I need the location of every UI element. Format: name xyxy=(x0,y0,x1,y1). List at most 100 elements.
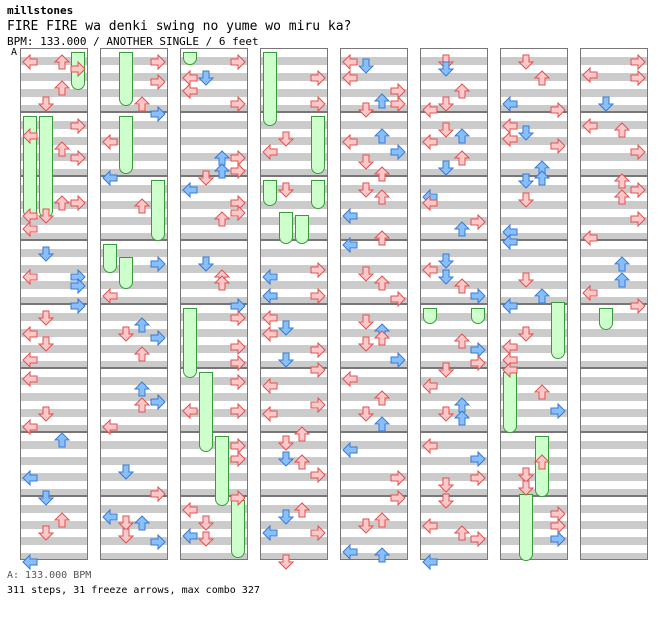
up-arrow-icon xyxy=(373,189,391,205)
left-arrow-icon xyxy=(422,194,438,212)
down-arrow-icon xyxy=(197,531,215,547)
left-arrow-icon xyxy=(582,230,598,247)
up-arrow-icon xyxy=(133,198,151,214)
down-arrow-icon xyxy=(357,336,375,352)
measure xyxy=(100,496,168,560)
freeze-arrow xyxy=(551,301,565,360)
right-arrow-icon xyxy=(310,524,326,542)
left-arrow-icon xyxy=(342,441,358,458)
left-arrow-icon xyxy=(422,134,438,151)
right-arrow-icon xyxy=(470,214,486,231)
measure xyxy=(180,112,248,176)
right-arrow-icon xyxy=(230,54,246,71)
left-arrow-icon xyxy=(262,524,278,542)
up-arrow-icon xyxy=(373,93,391,109)
right-arrow-icon xyxy=(310,287,326,305)
down-arrow-icon xyxy=(357,518,375,535)
bpm-note: A: 133.000 BPM xyxy=(7,570,92,581)
left-arrow-icon xyxy=(342,543,358,561)
chart-column xyxy=(100,48,168,560)
left-arrow-icon xyxy=(342,207,358,225)
song-title: FIRE FIRE wa denki swing no yume wo miru… xyxy=(7,19,352,34)
right-arrow-icon xyxy=(470,450,486,468)
measure xyxy=(100,432,168,496)
right-arrow-icon xyxy=(390,95,406,113)
down-arrow-icon xyxy=(277,435,295,451)
down-arrow-icon xyxy=(517,192,535,208)
measure xyxy=(260,496,328,560)
down-arrow-icon xyxy=(437,96,455,112)
left-arrow-icon xyxy=(422,262,438,279)
down-arrow-icon xyxy=(517,125,535,141)
down-arrow-icon xyxy=(37,246,55,263)
left-arrow-icon xyxy=(262,326,278,343)
up-arrow-icon xyxy=(613,173,631,189)
down-arrow-icon xyxy=(197,256,215,272)
down-arrow-icon xyxy=(437,493,455,509)
down-arrow-icon xyxy=(197,515,215,531)
chart-column xyxy=(340,48,408,563)
right-arrow-icon xyxy=(470,354,486,372)
down-arrow-icon xyxy=(37,310,55,327)
left-arrow-icon xyxy=(102,169,118,186)
right-arrow-icon xyxy=(630,182,646,199)
freeze-arrow xyxy=(119,116,133,174)
right-arrow-icon xyxy=(230,95,246,113)
left-arrow-icon xyxy=(422,377,438,394)
down-arrow-icon xyxy=(437,477,455,493)
right-arrow-icon xyxy=(310,396,326,414)
left-arrow-icon xyxy=(262,268,278,286)
right-arrow-icon xyxy=(150,534,166,551)
freeze-arrow xyxy=(311,116,325,174)
up-arrow-icon xyxy=(373,416,391,432)
down-arrow-icon xyxy=(597,96,615,112)
right-arrow-icon xyxy=(310,361,326,378)
left-arrow-icon xyxy=(182,402,198,420)
measure xyxy=(420,176,488,240)
right-arrow-icon xyxy=(630,70,646,87)
right-arrow-icon xyxy=(150,105,166,122)
freeze-arrow xyxy=(151,180,165,241)
measure xyxy=(180,240,248,304)
measure xyxy=(500,496,568,560)
down-arrow-icon xyxy=(437,253,455,269)
up-arrow-icon xyxy=(293,454,311,470)
up-arrow-icon xyxy=(533,288,551,304)
measure xyxy=(20,240,88,304)
down-arrow-icon xyxy=(37,96,55,112)
down-arrow-icon xyxy=(437,269,455,285)
right-arrow-icon xyxy=(150,54,166,71)
measure xyxy=(20,496,88,560)
right-arrow-icon xyxy=(230,450,246,468)
up-arrow-icon xyxy=(453,409,471,426)
freeze-arrow xyxy=(471,308,485,324)
up-arrow-icon xyxy=(373,512,391,528)
chart-summary: 311 steps, 31 freeze arrows, max combo 3… xyxy=(7,585,260,596)
up-arrow-icon xyxy=(53,80,71,96)
up-arrow-icon xyxy=(453,333,471,349)
down-arrow-icon xyxy=(37,406,55,423)
freeze-arrow xyxy=(183,52,197,65)
down-arrow-icon xyxy=(277,131,295,147)
measure xyxy=(340,240,408,304)
left-arrow-icon xyxy=(342,70,358,87)
right-arrow-icon xyxy=(70,297,86,314)
freeze-arrow xyxy=(183,308,197,379)
measure xyxy=(180,368,248,432)
down-arrow-icon xyxy=(517,467,535,483)
left-arrow-icon xyxy=(502,361,518,378)
right-arrow-icon xyxy=(310,466,326,484)
up-arrow-icon xyxy=(133,96,151,112)
up-arrow-icon xyxy=(453,128,471,144)
right-arrow-icon xyxy=(150,255,166,273)
down-arrow-icon xyxy=(277,182,295,199)
up-arrow-icon xyxy=(213,211,231,227)
up-arrow-icon xyxy=(453,150,471,166)
freeze-arrow xyxy=(103,244,117,273)
right-arrow-icon xyxy=(70,118,86,135)
right-arrow-icon xyxy=(630,143,646,161)
up-arrow-icon xyxy=(533,454,551,470)
down-arrow-icon xyxy=(277,554,295,570)
down-arrow-icon xyxy=(437,362,455,378)
right-arrow-icon xyxy=(310,342,326,359)
